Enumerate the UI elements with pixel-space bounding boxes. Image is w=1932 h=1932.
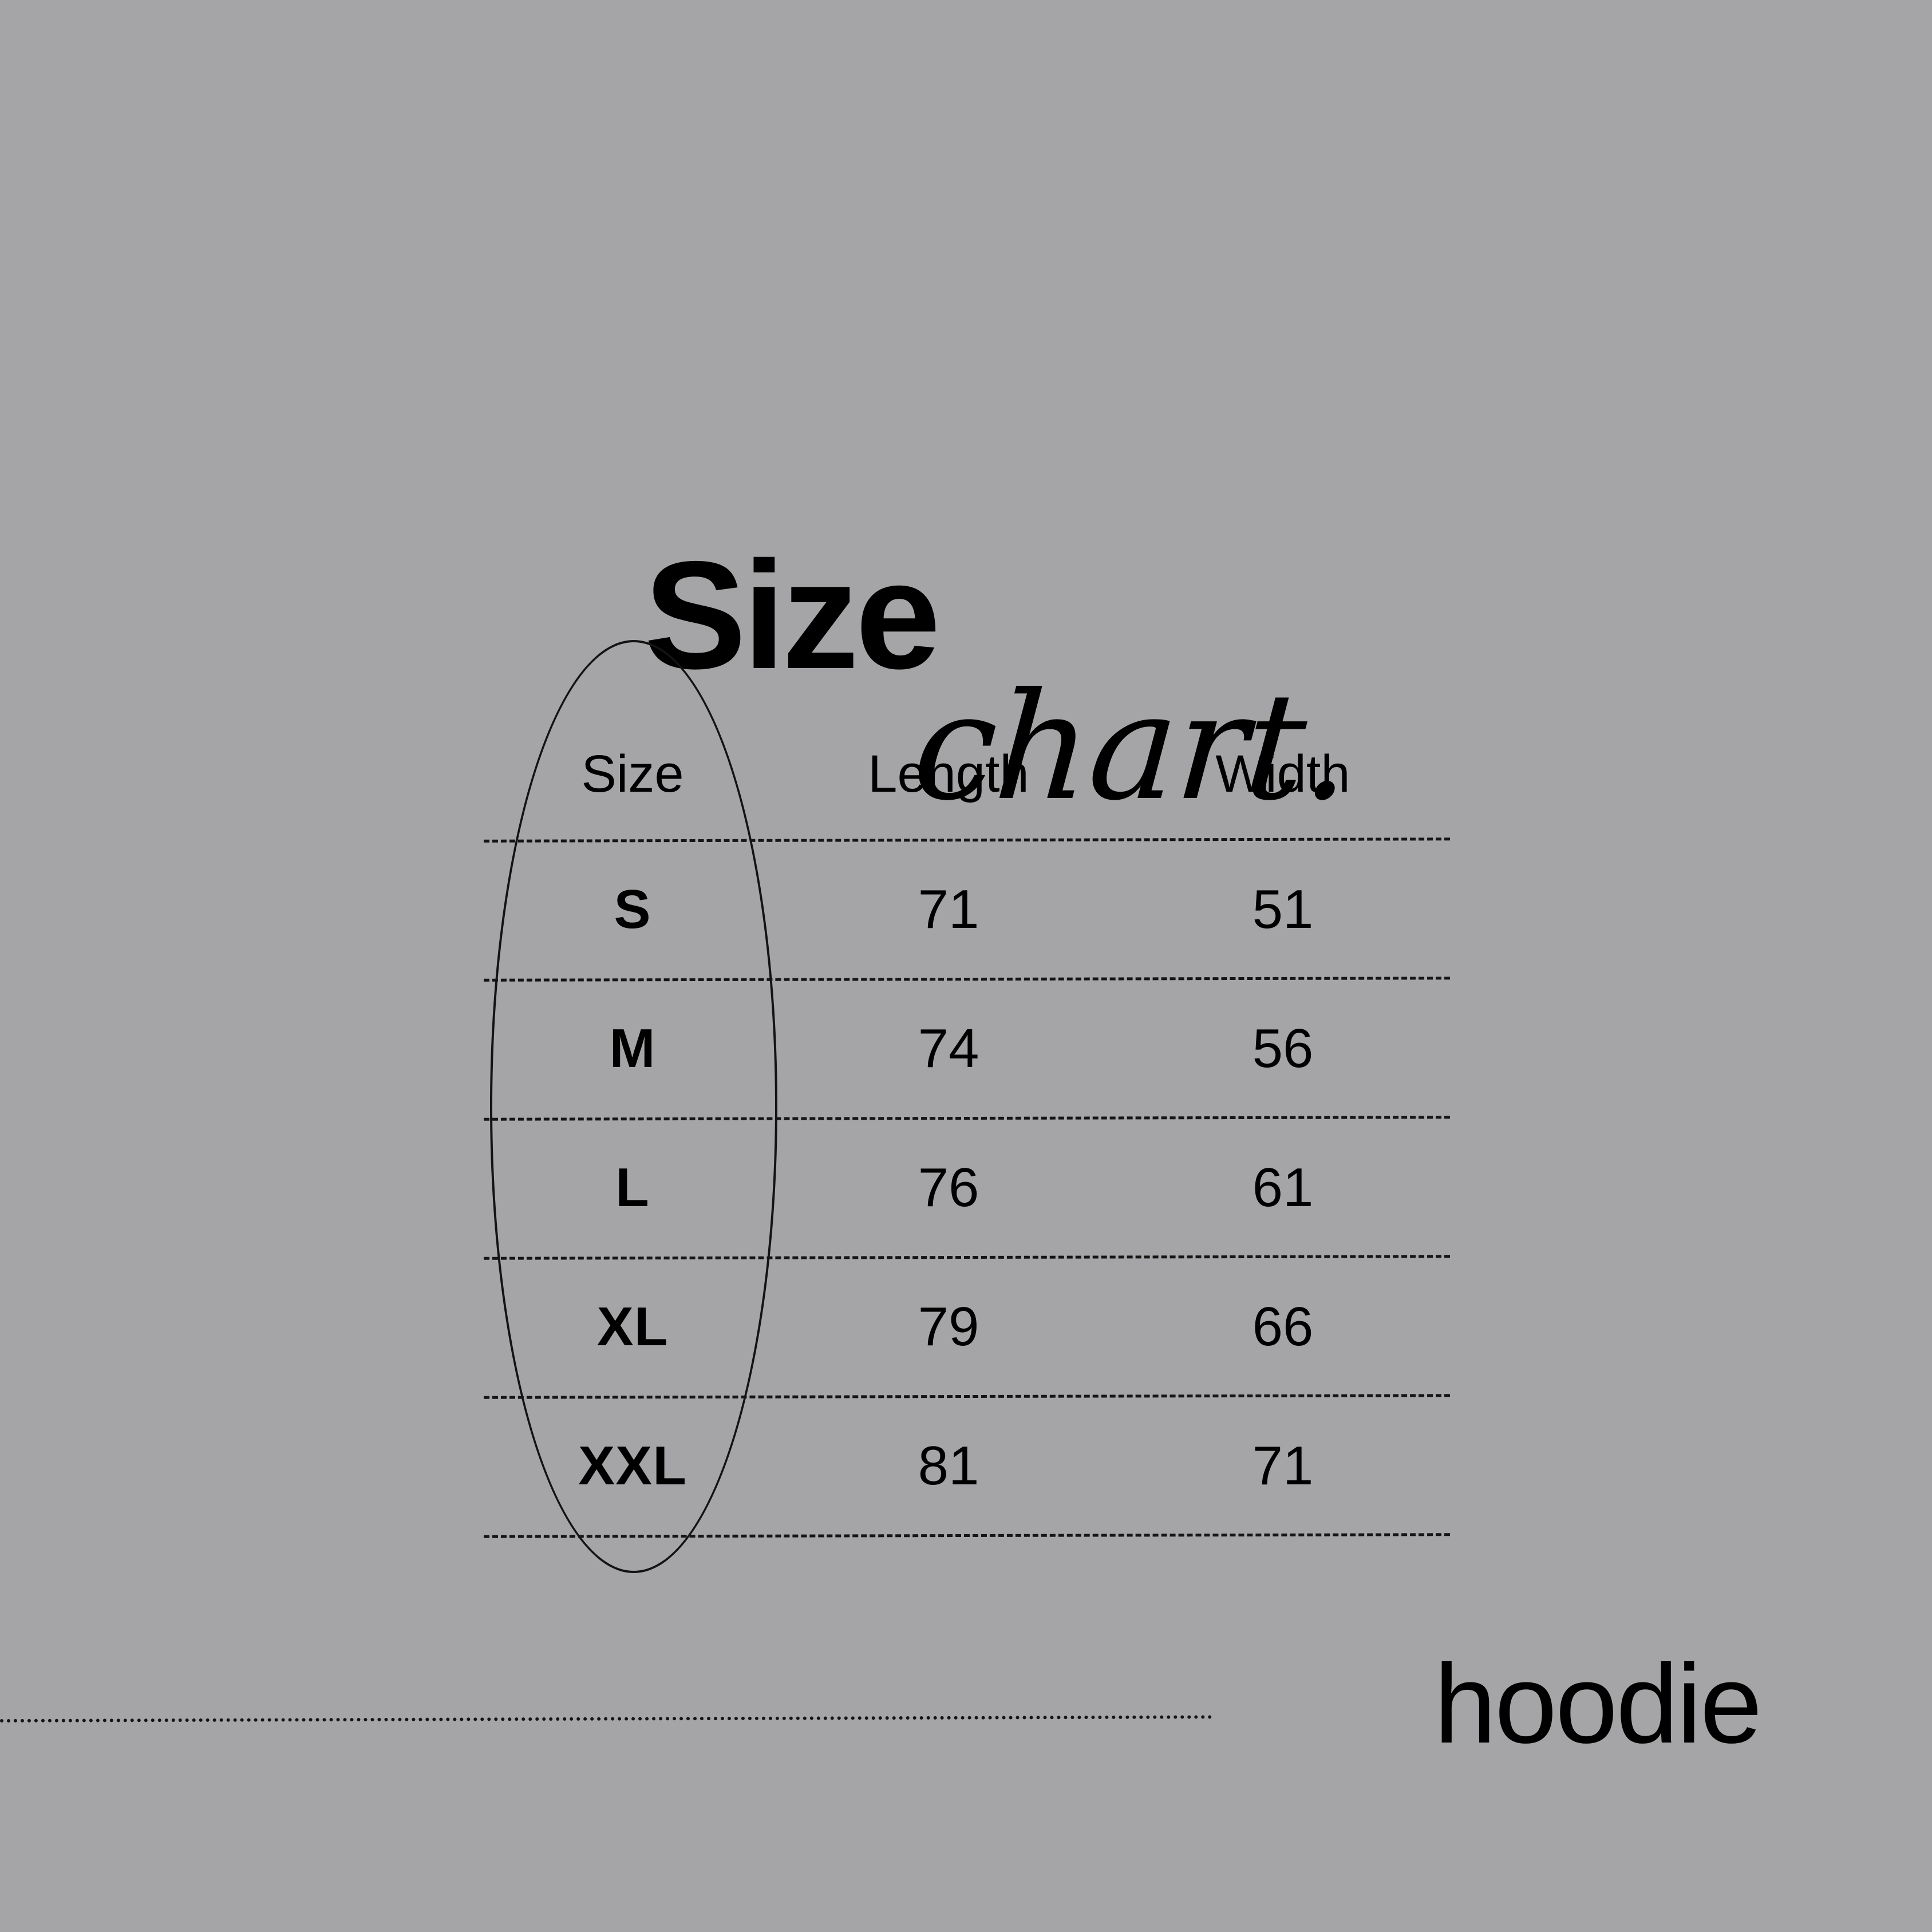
column-header-width: Width [1215, 745, 1350, 803]
cell-size: XXL [578, 1435, 687, 1496]
page-title-primary: Size [644, 529, 941, 701]
cell-width: 51 [1252, 879, 1314, 940]
cell-length: 79 [918, 1296, 979, 1357]
cell-length: 81 [918, 1435, 979, 1496]
cell-length: 76 [918, 1157, 979, 1218]
table-header-row: Size Length Width [484, 710, 1450, 839]
cell-width: 56 [1252, 1018, 1314, 1079]
cell-size: S [614, 879, 651, 940]
cell-size: XL [596, 1296, 669, 1357]
cell-size: L [615, 1157, 650, 1218]
cell-length: 74 [918, 1018, 979, 1079]
table-row: L 76 61 [484, 1120, 1450, 1256]
size-chart-table: Size Length Width S 71 51 M 74 56 L 76 6… [483, 710, 1451, 1538]
table-row: XL 79 66 [484, 1259, 1450, 1395]
table-row: XXL 81 71 [484, 1398, 1450, 1534]
cell-width: 71 [1252, 1435, 1314, 1496]
table-row: S 71 51 [484, 841, 1450, 978]
column-header-size: Size [581, 745, 684, 803]
cell-width: 66 [1252, 1296, 1314, 1357]
table-row: M 74 56 [484, 981, 1450, 1117]
title-block: Size chart. [0, 269, 1932, 833]
brand-label: hoodie [1434, 1641, 1763, 1767]
cell-width: 61 [1252, 1157, 1314, 1218]
column-header-length: Length [868, 745, 1029, 803]
footer-divider [0, 1715, 1212, 1722]
cell-length: 71 [918, 879, 979, 940]
cell-size: M [609, 1018, 656, 1079]
